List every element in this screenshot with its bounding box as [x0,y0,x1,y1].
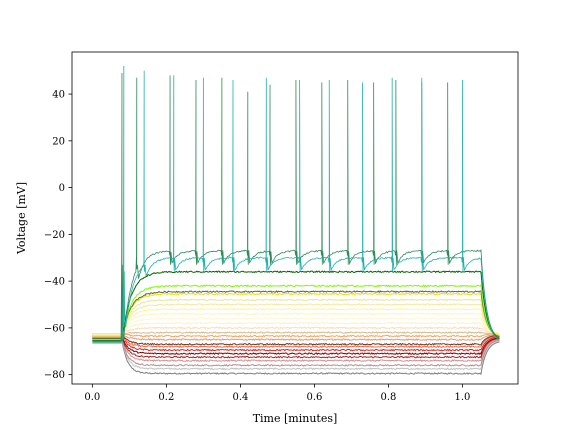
y-tick-label: −80 [44,370,65,381]
x-axis-ticks: 0.0 0.2 0.4 0.6 0.8 1.0 [84,384,470,403]
voltage-trace [92,339,500,371]
voltage-trace [92,338,500,367]
voltage-trace [92,317,500,335]
y-axis-ticks: −80 −60 −40 −20 0 20 40 [44,90,72,381]
voltage-trace [92,334,500,346]
voltage-trace [92,333,500,338]
voltage-traces [92,66,500,376]
voltage-trace [92,66,500,344]
voltage-trace [92,270,500,342]
voltage-trace [92,334,500,349]
voltage-trace [92,333,500,342]
x-tick-label: 0.0 [84,392,100,403]
x-tick-label: 0.4 [232,392,248,403]
x-tick-label: 1.0 [455,392,471,403]
y-tick-label: 0 [59,183,65,194]
voltage-trace [92,321,500,335]
voltage-trace [92,337,500,363]
voltage-trace [92,339,500,376]
voltage-trace [92,284,500,341]
voltage-trace [92,336,500,356]
y-tick-label: 20 [52,136,65,147]
x-tick-label: 0.6 [306,392,322,403]
y-tick-label: −20 [44,230,65,241]
voltage-trace [92,290,500,340]
voltage-trace [92,302,500,337]
y-tick-label: −60 [44,323,65,334]
plot-frame [71,51,519,385]
y-tick-label: −40 [44,277,65,288]
voltage-trace [92,73,500,343]
voltage-trace [92,307,500,337]
voltage-trace [92,335,500,352]
voltage-trace [92,298,500,338]
voltage-trace [92,312,500,336]
x-axis-label: Time [minutes] [253,412,338,425]
voltage-trace [92,292,500,338]
y-axis-label: Voltage [mV] [15,182,28,255]
voltage-trace [92,331,500,335]
y-tick-label: 40 [52,90,65,101]
x-tick-label: 0.8 [381,392,397,403]
voltage-trace [92,337,500,359]
voltage-trace [92,326,500,335]
x-tick-label: 0.2 [158,392,174,403]
